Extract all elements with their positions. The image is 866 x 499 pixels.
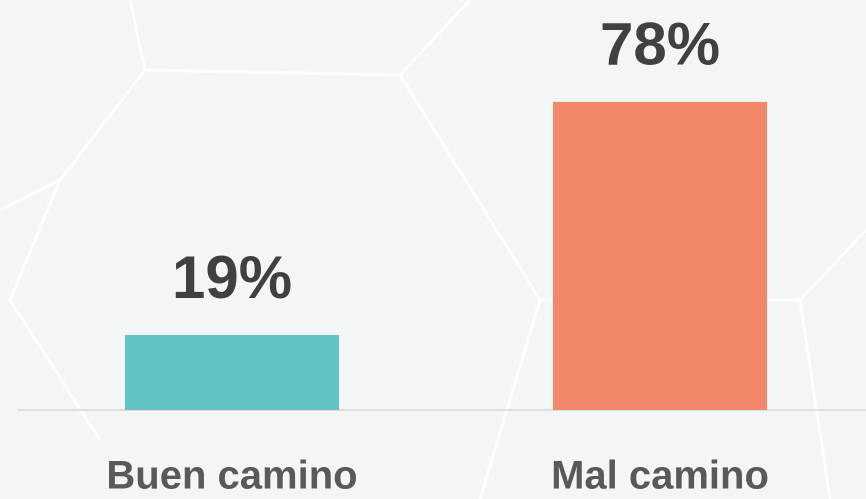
decoration (8, 179, 102, 441)
bar (553, 101, 767, 411)
value-label: 19% (172, 244, 292, 311)
decoration (798, 299, 832, 499)
value-label: 78% (600, 11, 720, 78)
bar (125, 334, 339, 410)
category-label: Buen camino (106, 454, 357, 498)
category-label: Mal camino (551, 454, 769, 498)
decoration (0, 0, 147, 212)
